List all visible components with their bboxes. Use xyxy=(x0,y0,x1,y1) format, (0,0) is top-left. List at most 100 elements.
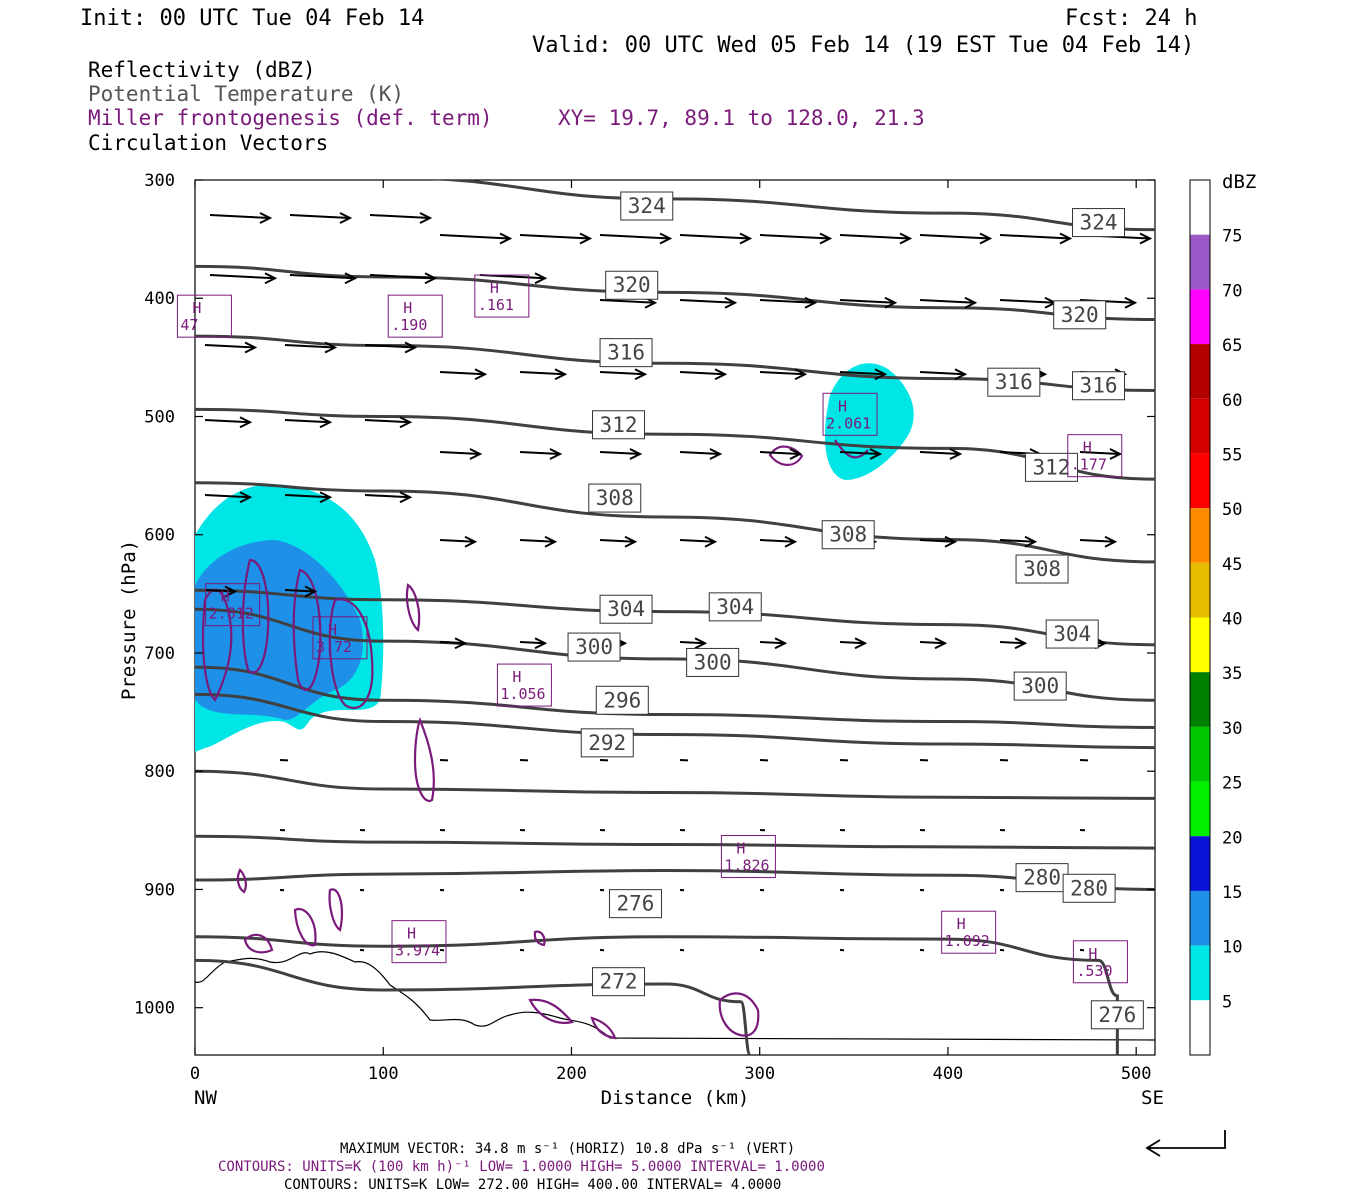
colorbar-label: 45 xyxy=(1222,555,1242,575)
colorbar-swatch xyxy=(1190,945,1210,1001)
reflectivity-colorbar: 5 10 15 20 25 30 35 40 45 50 55 60 65 70 75 xyxy=(1189,179,1242,1056)
circulation-vector xyxy=(759,539,796,543)
theta-label: 320 xyxy=(1061,303,1099,327)
circulation-vector xyxy=(204,589,236,593)
frontogenesis-contour xyxy=(201,588,233,702)
colorbar-swatch xyxy=(1190,562,1210,618)
circulation-vector-head xyxy=(774,637,788,650)
frontogenesis-contour xyxy=(768,445,804,466)
theta-label: 316 xyxy=(995,370,1033,394)
circulation-vector-head xyxy=(714,368,728,381)
theta-contour-280 xyxy=(195,869,1155,891)
fronto-high-value: 1.092 xyxy=(945,932,990,950)
circulation-vector xyxy=(999,234,1071,240)
theta-label-box xyxy=(588,483,642,513)
circulation-vector-head xyxy=(1059,232,1073,245)
circulation-vector xyxy=(519,539,556,543)
circulation-vector-head xyxy=(579,232,593,245)
circulation-vector-head xyxy=(964,296,978,309)
fronto-high-marker: H xyxy=(1088,945,1097,963)
circulation-vector xyxy=(519,371,566,376)
circulation-vector-head xyxy=(534,637,548,650)
theta-label: 280 xyxy=(1023,866,1061,890)
theta-contour-296 xyxy=(195,665,1155,729)
x-tick-label: 500 xyxy=(1121,1064,1152,1084)
circulation-vector xyxy=(919,451,961,455)
circulation-vectors xyxy=(204,212,1153,952)
fronto-high-box xyxy=(387,294,443,338)
fronto-high-value: 2.061 xyxy=(826,414,871,432)
circulation-vector-head xyxy=(739,232,753,245)
circulation-vector xyxy=(439,539,476,543)
theta-label-box xyxy=(708,592,762,622)
fronto-high-marker: H xyxy=(490,279,499,297)
circulation-vector xyxy=(919,539,956,543)
colorbar-swatch xyxy=(1190,890,1210,946)
theta-contour-304 xyxy=(195,588,1155,647)
theta-label-box xyxy=(608,889,662,919)
theta-label: 324 xyxy=(628,194,666,218)
fronto-high-marker: H xyxy=(192,299,201,317)
circulation-vector xyxy=(204,344,256,349)
circulation-vector xyxy=(839,299,896,304)
colorbar-label: 60 xyxy=(1222,391,1242,411)
reference-vector-arrow-icon xyxy=(1145,1130,1226,1157)
colorbar-label: 40 xyxy=(1222,610,1242,630)
legend-reflectivity: Reflectivity (dBZ) xyxy=(88,58,316,82)
fronto-high-marker: H xyxy=(736,840,745,858)
fronto-high-box xyxy=(941,910,997,954)
circulation-vector-head xyxy=(454,637,468,650)
frontogenesis-contour xyxy=(718,992,760,1037)
circulation-vector-head xyxy=(784,535,798,548)
theta-label: 324 xyxy=(1080,211,1118,235)
reflectivity-area-5dbz-mid xyxy=(825,363,914,480)
circulation-vector xyxy=(679,299,736,304)
fronto-high-box xyxy=(720,835,776,879)
theta-label: 308 xyxy=(1023,557,1061,581)
circulation-vector-head xyxy=(304,585,318,598)
theta-contour-288 xyxy=(195,769,1155,800)
x-axis-right-end: SE xyxy=(1141,1087,1164,1109)
theta-label: 304 xyxy=(716,595,754,619)
frontogenesis-high-labels: H47H.190H.161H2.061H.177H2.812H3.72H1.05… xyxy=(176,274,1128,984)
circulation-vector-head xyxy=(949,448,963,460)
theta-label: 304 xyxy=(1053,622,1091,646)
fronto-high-value: .190 xyxy=(391,316,427,334)
theta-label-box xyxy=(1013,671,1067,701)
theta-label: 292 xyxy=(588,731,626,755)
circulation-vector-head xyxy=(419,212,433,224)
circulation-vector-head xyxy=(874,368,888,381)
circulation-vector xyxy=(519,451,561,455)
circulation-vector xyxy=(439,641,466,645)
circulation-vector xyxy=(759,451,801,455)
colorbar-label: 15 xyxy=(1222,883,1242,903)
theta-label: 300 xyxy=(694,650,732,674)
fronto-high-value: 47 xyxy=(180,316,198,334)
circulation-vector-head xyxy=(424,272,438,285)
colorbar-swatch xyxy=(1190,1000,1210,1055)
circulation-vector xyxy=(289,214,351,219)
theta-contour-312 xyxy=(195,407,1155,481)
theta-label-box xyxy=(620,191,674,221)
circulation-vector-head xyxy=(1104,535,1118,548)
colorbar-label: 65 xyxy=(1222,336,1242,356)
fronto-high-marker: H xyxy=(512,668,521,686)
circulation-vector xyxy=(759,371,806,376)
circulation-vector-head xyxy=(869,448,883,460)
y-tick-label: 300 xyxy=(144,171,175,191)
fronto-high-box xyxy=(496,663,552,707)
frontogenesis-contour xyxy=(236,868,247,894)
circulation-vector-head xyxy=(474,368,488,381)
theta-contour-info: CONTOURS: UNITS=K LOW= 272.00 HIGH= 400.… xyxy=(284,1177,781,1193)
x-axis-title: Distance (km) xyxy=(601,1087,750,1109)
colorbar-swatch xyxy=(1190,453,1210,509)
theta-label: 316 xyxy=(1080,374,1118,398)
colorbar-swatch xyxy=(1190,672,1210,727)
terrain-line xyxy=(195,951,1155,1041)
frontogenesis-contour xyxy=(405,583,421,633)
theta-label: 312 xyxy=(1033,455,1071,479)
x-tick-label: 100 xyxy=(368,1064,399,1084)
circulation-vector-head xyxy=(934,637,948,650)
circulation-vector xyxy=(919,641,946,645)
